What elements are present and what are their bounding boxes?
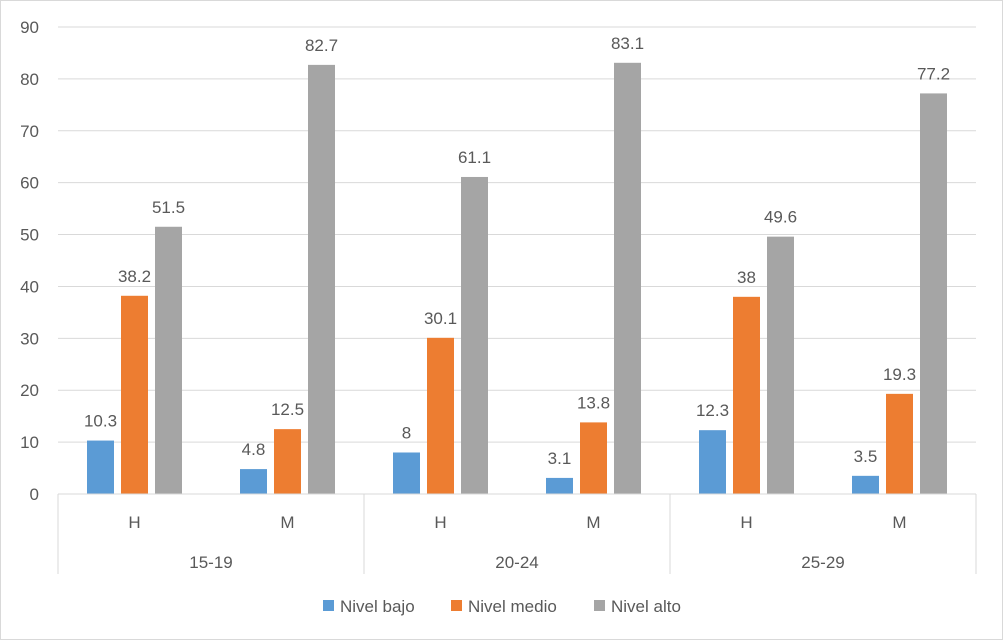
data-label: 8 [402, 423, 411, 442]
bar-nivel-alto [155, 226, 182, 494]
data-label: 13.8 [577, 393, 610, 412]
x-subcategory-label: H [740, 513, 752, 532]
x-axis: H M H M H M 15-19 20-24 25-29 [57, 493, 977, 574]
data-label: 30.1 [424, 309, 457, 328]
bar-nivel-medio [886, 393, 913, 494]
data-label: 12.3 [696, 401, 729, 420]
y-tick-label: 80 [20, 70, 39, 89]
y-tick-label: 30 [20, 329, 39, 348]
bar-nivel-alto [308, 64, 335, 494]
x-subcategory-label: M [892, 513, 906, 532]
data-label: 10.3 [84, 412, 117, 431]
data-label: 3.1 [548, 449, 572, 468]
data-label: 38 [737, 268, 756, 287]
bar-nivel-medio [580, 422, 607, 494]
data-label: 83.1 [611, 34, 644, 53]
bars [87, 62, 947, 494]
y-tick-label: 90 [20, 18, 39, 37]
y-tick-label: 40 [20, 277, 39, 296]
data-label: 3.5 [854, 447, 878, 466]
data-label: 61.1 [458, 148, 491, 167]
bar-nivel-medio [121, 295, 148, 494]
bar-nivel-medio [427, 337, 454, 494]
data-label: 38.2 [118, 267, 151, 286]
y-tick-label: 20 [20, 381, 39, 400]
x-group-label: 15-19 [189, 553, 232, 572]
y-axis-ticks: 0 10 20 30 40 50 60 70 80 90 [20, 18, 39, 504]
y-tick-label: 10 [20, 433, 39, 452]
legend-label: Nivel bajo [340, 597, 415, 616]
bar-nivel-bajo [240, 469, 267, 494]
legend-swatch-nivel-medio [451, 600, 462, 611]
y-tick-label: 60 [20, 174, 39, 193]
data-label: 51.5 [152, 198, 185, 217]
bar-nivel-bajo [393, 452, 420, 494]
bar-nivel-bajo [699, 430, 726, 494]
x-subcategory-label: M [280, 513, 294, 532]
data-label: 82.7 [305, 36, 338, 55]
x-subcategory-label: M [586, 513, 600, 532]
x-subcategory-label: H [434, 513, 446, 532]
bar-nivel-bajo [546, 477, 573, 494]
legend-label: Nivel alto [611, 597, 681, 616]
x-group-label: 20-24 [495, 553, 538, 572]
data-label: 77.2 [917, 64, 950, 83]
bar-nivel-alto [461, 176, 488, 494]
legend-swatch-nivel-alto [594, 600, 605, 611]
bar-nivel-bajo [87, 440, 114, 494]
bar-nivel-bajo [852, 475, 879, 494]
bar-nivel-alto [767, 236, 794, 494]
data-label: 19.3 [883, 365, 916, 384]
bar-nivel-medio [733, 296, 760, 494]
data-label: 49.6 [764, 208, 797, 227]
y-tick-label: 70 [20, 122, 39, 141]
data-label: 4.8 [242, 440, 266, 459]
x-subcategory-label: H [128, 513, 140, 532]
legend-swatch-nivel-bajo [323, 600, 334, 611]
gridlines [58, 26, 976, 443]
y-tick-label: 50 [20, 226, 39, 245]
x-group-label: 25-29 [801, 553, 844, 572]
legend-label: Nivel medio [468, 597, 557, 616]
bar-nivel-medio [274, 429, 301, 494]
bar-nivel-alto [920, 93, 947, 494]
y-tick-label: 0 [30, 485, 39, 504]
data-labels: 10.34.883.112.33.538.212.530.113.83819.3… [84, 34, 950, 468]
data-label: 12.5 [271, 400, 304, 419]
bar-nivel-alto [614, 62, 641, 494]
legend: Nivel bajo Nivel medio Nivel alto [323, 597, 681, 616]
